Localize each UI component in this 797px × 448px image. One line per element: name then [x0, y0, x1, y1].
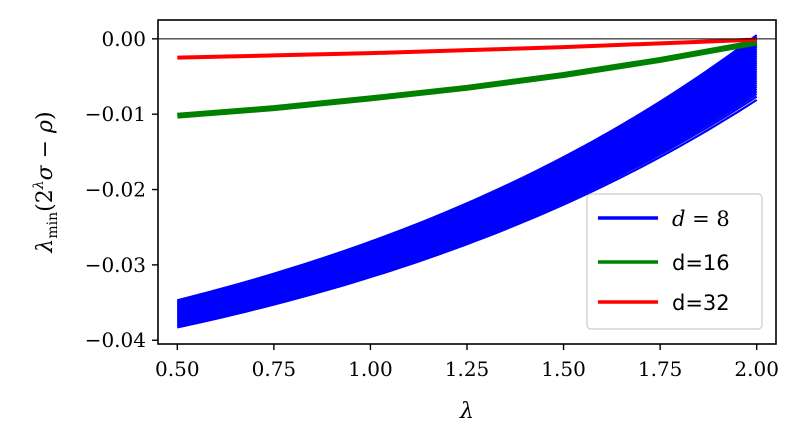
- x-axis-label: λ: [459, 399, 474, 424]
- legend: d = 8 d=16 d=32: [586, 193, 763, 330]
- series-d8-curve: [177, 34, 758, 302]
- x-tick-label: 1.75: [638, 357, 683, 381]
- y-axis: 0.00 −0.01 −0.02 −0.03 −0.04: [85, 27, 158, 352]
- y-tick-label: 0.00: [101, 27, 146, 51]
- y-tick-label: −0.02: [85, 178, 146, 202]
- x-tick-label: 1.25: [445, 357, 490, 381]
- x-tick-label: 1.00: [348, 357, 393, 381]
- x-axis: 0.50 0.75 1.00 1.25 1.50 1.75 2.00: [155, 344, 779, 381]
- legend-label-d32: d=32: [672, 291, 730, 315]
- y-tick-label: −0.04: [85, 328, 146, 352]
- series-d32-line: [177, 37, 757, 60]
- y-tick-label: −0.03: [85, 253, 146, 277]
- y-axis-label-group: λmin(2λσ − ρ): [31, 111, 61, 253]
- legend-label-d8: d = 8: [672, 207, 730, 231]
- y-axis-label: λmin(2λσ − ρ): [31, 111, 61, 253]
- y-tick-label: −0.01: [85, 102, 146, 126]
- series-layer: [177, 34, 758, 329]
- series-d16-line: [177, 39, 758, 119]
- x-tick-label: 0.75: [252, 357, 297, 381]
- x-tick-label: 2.00: [734, 357, 779, 381]
- x-tick-label: 1.50: [541, 357, 586, 381]
- legend-box: [586, 193, 763, 330]
- x-tick-label: 0.50: [155, 357, 200, 381]
- legend-label-d16: d=16: [672, 251, 730, 275]
